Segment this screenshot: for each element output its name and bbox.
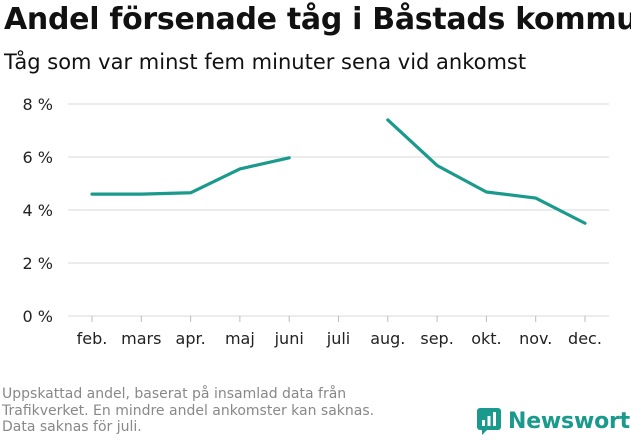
x-tick-label: feb. (77, 329, 108, 348)
x-tick-label: mars (121, 329, 161, 348)
x-tick-label: aug. (370, 329, 405, 348)
footnote-line-1: Uppskattad andel, baserat på insamlad da… (2, 386, 347, 402)
series-lines (90, 118, 587, 225)
x-tick-label: dec. (568, 329, 602, 348)
x-tick-label: maj (225, 329, 255, 348)
chart-title: Andel försenade tåg i Båstads kommun (4, 2, 631, 37)
x-tick-label: nov. (519, 329, 552, 348)
brand-logo: Newsworthy (476, 407, 631, 435)
x-tick-label: juni (274, 329, 304, 348)
x-tick-label: apr. (176, 329, 206, 348)
x-tick-label: juli (326, 329, 350, 348)
y-tick-label: 0 % (23, 307, 53, 326)
x-tick-label: sep. (420, 329, 453, 348)
series-line (90, 156, 291, 196)
y-tick-label: 2 % (23, 254, 53, 273)
newsworthy-logo-icon (477, 408, 501, 435)
footnote: Uppskattad andel, baserat på insamlad da… (2, 386, 442, 436)
y-tick-label: 6 % (23, 148, 53, 167)
x-tick-label: okt. (471, 329, 501, 348)
chart-subtitle: Tåg som var minst fem minuter sena vid a… (4, 50, 527, 74)
x-axis-ticks: feb. mars apr. maj juni juli aug. sep. okt. nov. d… (77, 316, 602, 348)
y-tick-label: 8 % (23, 95, 53, 114)
footnote-line-3: Data saknas för juli. (2, 419, 142, 435)
series-line (386, 118, 587, 225)
brand-name: Newsworthy (508, 408, 631, 434)
y-axis-ticks: 0 % 2 % 4 % 6 % 8 % (23, 95, 53, 326)
line-chart: 0 % 2 % 4 % 6 % 8 % feb. mars apr. maj juni juli a… (23, 95, 609, 348)
gridlines (68, 103, 609, 317)
y-tick-label: 4 % (23, 201, 53, 220)
footnote-line-2: Trafikverket. En mindre andel ankomster … (2, 402, 375, 419)
